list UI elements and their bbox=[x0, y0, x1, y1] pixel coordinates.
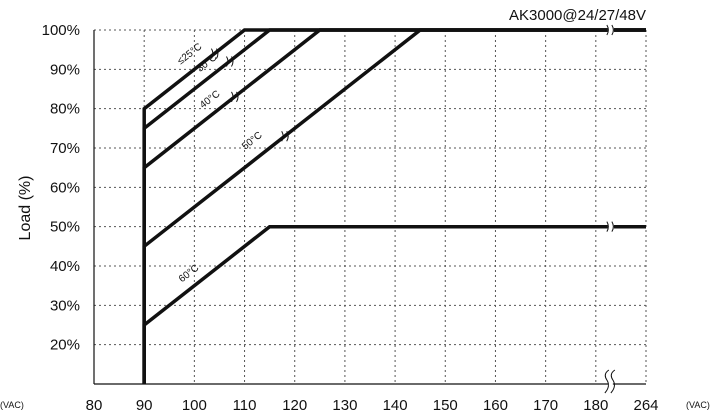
curve-break-2 bbox=[231, 91, 239, 103]
axis-break-mark bbox=[604, 369, 610, 394]
x-unit-right: (VAC) bbox=[686, 400, 710, 410]
curve-3 bbox=[142, 28, 646, 384]
axis-break-gap bbox=[608, 382, 613, 386]
y-tick-label: 50% bbox=[50, 219, 80, 236]
curve-break-1 bbox=[226, 56, 234, 67]
x-tick-label: 90 bbox=[136, 397, 153, 414]
break-mark-50 bbox=[606, 221, 614, 232]
y-tick-label: 70% bbox=[50, 140, 80, 157]
x-tick-label: 110 bbox=[233, 397, 257, 414]
x-tick-label: 130 bbox=[332, 397, 357, 414]
curve-label-3: 50°C bbox=[240, 130, 264, 152]
tick-labels: 20% 30% 40% 50% 60% 70% 80% 90% 100% 80 90 100 110 12… bbox=[42, 22, 659, 414]
x-tick-label: 264 bbox=[633, 397, 658, 414]
y-tick-label: 20% bbox=[50, 337, 80, 354]
axis-break-mark bbox=[610, 369, 616, 394]
break-mark-100 bbox=[606, 24, 614, 36]
y-tick-label: 90% bbox=[50, 61, 80, 78]
x-tick-label: 160 bbox=[483, 397, 508, 414]
y-tick-label: 30% bbox=[50, 297, 80, 314]
x-tick-label: 150 bbox=[433, 397, 458, 414]
x-tick-label: 180 bbox=[583, 397, 608, 414]
break-mark-50-gap bbox=[607, 222, 614, 231]
curve-4 bbox=[142, 224, 646, 384]
curve-break-0 bbox=[210, 48, 219, 59]
y-axis-label: Load (%) bbox=[17, 176, 34, 241]
x-tick-label: 170 bbox=[533, 397, 558, 414]
x-tick-label: 80 bbox=[86, 397, 103, 414]
chart-title: AK3000@24/27/48V bbox=[509, 7, 646, 24]
x-unit-left: (VAC) bbox=[0, 400, 24, 410]
y-tick-label: 40% bbox=[50, 258, 80, 275]
curve-break-3 bbox=[281, 130, 289, 142]
x-tick-label: 100 bbox=[182, 397, 207, 414]
break-mark-100-gap bbox=[607, 26, 614, 34]
x-tick-label: 140 bbox=[383, 397, 408, 414]
axes bbox=[93, 30, 646, 394]
y-tick-label: 60% bbox=[50, 179, 80, 196]
x-tick-label: 120 bbox=[282, 397, 307, 414]
y-tick-label: 80% bbox=[50, 101, 80, 118]
y-tick-label: 100% bbox=[42, 22, 80, 39]
